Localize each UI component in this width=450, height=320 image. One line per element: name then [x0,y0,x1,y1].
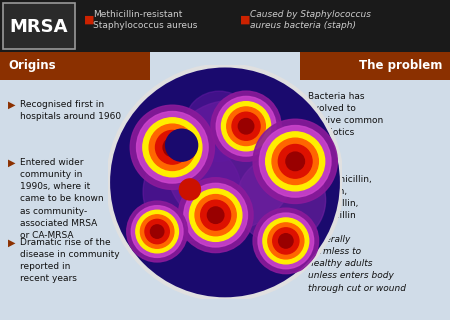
FancyBboxPatch shape [3,3,75,49]
Circle shape [136,210,179,253]
Circle shape [156,131,189,164]
Circle shape [216,96,276,156]
Text: Bacteria has
evolved to
survive common
antibiotics: Bacteria has evolved to survive common a… [308,92,383,138]
Circle shape [253,119,338,204]
Text: Origins: Origins [8,60,56,73]
Circle shape [178,178,253,252]
Text: Dramatic rise of the
disease in community
reported in
recent years: Dramatic rise of the disease in communit… [20,238,120,284]
Circle shape [130,105,215,189]
Circle shape [211,91,281,161]
Circle shape [145,220,169,244]
Circle shape [143,118,202,177]
Text: Methicillin-resistant
Staphylococcus aureus: Methicillin-resistant Staphylococcus aur… [93,10,198,30]
Circle shape [253,208,319,274]
Circle shape [166,129,198,161]
Text: ▶: ▶ [8,100,15,110]
Circle shape [189,189,242,241]
Text: Generally
harmless to
healthy adults
unless enters body
through cut or wound: Generally harmless to healthy adults unl… [308,235,406,292]
Circle shape [143,143,241,241]
Circle shape [140,215,174,248]
Circle shape [279,234,293,248]
Circle shape [286,152,305,171]
Circle shape [180,179,200,200]
Circle shape [238,118,254,134]
Text: ▶: ▶ [8,238,15,248]
Circle shape [263,218,309,264]
Circle shape [163,138,182,156]
Circle shape [127,201,188,262]
Text: Caused by Staphylococcus
aureus bacteria (staph): Caused by Staphylococcus aureus bacteria… [250,10,371,30]
Circle shape [268,223,304,259]
Circle shape [150,225,164,238]
Text: Entered wider
community in
1990s, where it
came to be known
as community-
associ: Entered wider community in 1990s, where … [20,158,104,240]
Bar [300,52,450,80]
Circle shape [266,132,325,191]
Bar [0,0,450,52]
Text: MRSA: MRSA [10,18,68,36]
Text: Recognised first in
hospitals around 1960: Recognised first in hospitals around 196… [20,100,121,121]
Circle shape [184,183,248,247]
Ellipse shape [108,65,342,300]
Circle shape [273,228,299,254]
Text: ▶: ▶ [8,158,15,168]
Circle shape [232,112,260,140]
Circle shape [259,125,331,197]
Circle shape [166,100,295,229]
Text: ■: ■ [84,15,94,25]
Ellipse shape [108,65,342,300]
Text: e.g. penicillin,
oxacillin,
methicillin,
amoxicillin: e.g. penicillin, oxacillin, methicillin,… [308,175,372,220]
Bar [0,52,150,80]
Circle shape [207,207,224,223]
Circle shape [258,213,314,269]
Text: ■: ■ [240,15,251,25]
Text: The problem: The problem [359,60,442,73]
Circle shape [201,200,230,230]
Circle shape [227,107,266,146]
Circle shape [237,156,326,244]
Circle shape [279,145,312,178]
Circle shape [136,111,208,183]
Circle shape [221,102,270,151]
Circle shape [184,91,254,161]
Circle shape [149,124,195,171]
Circle shape [131,206,183,257]
Circle shape [195,195,236,236]
Circle shape [272,138,318,185]
